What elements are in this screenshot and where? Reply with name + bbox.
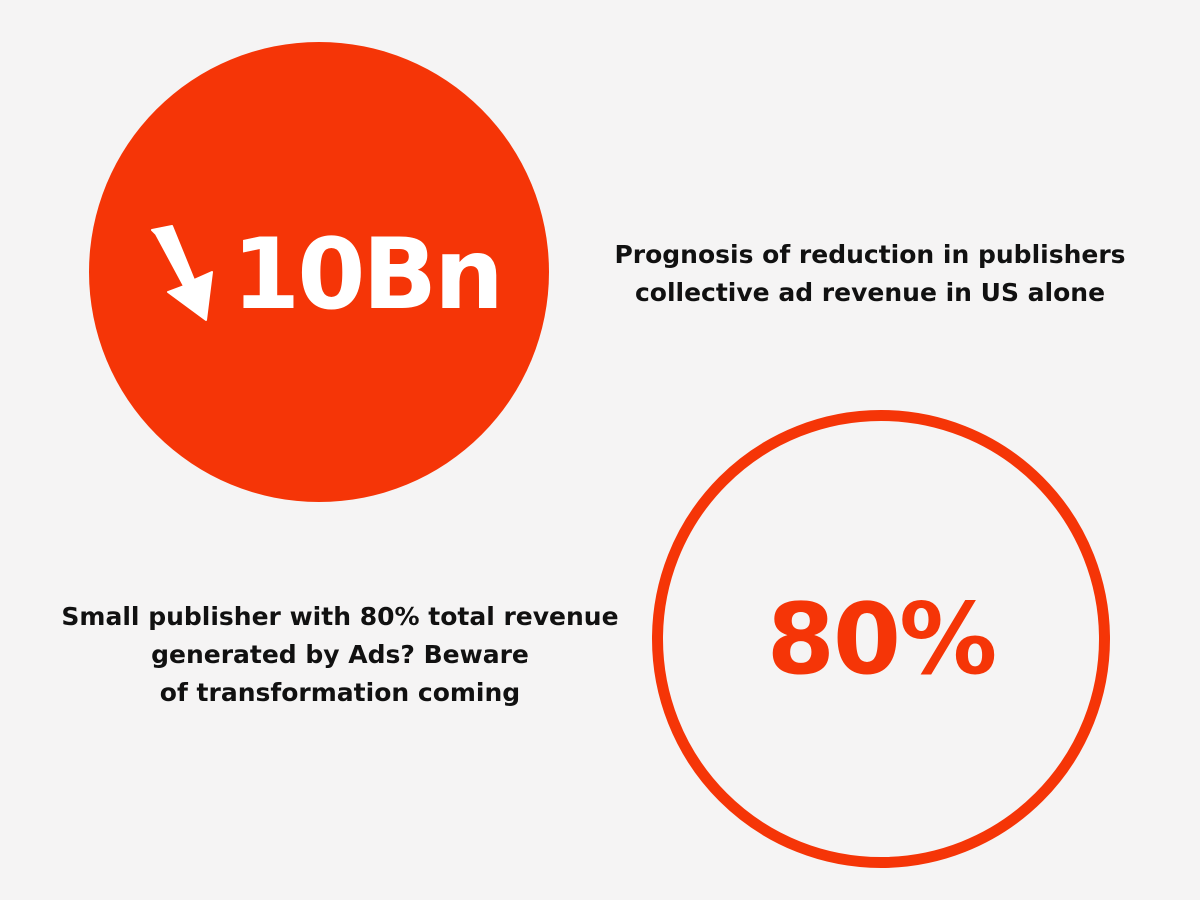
stat-caption-top: Prognosis of reduction in publishers col… xyxy=(614,240,1126,307)
stat-circle-outline xyxy=(652,410,1110,868)
stat-value-10bn: 10Bn xyxy=(232,218,504,332)
stat-circle-filled xyxy=(89,42,549,502)
stat-value-80-percent: 80% xyxy=(766,583,998,697)
stat-caption-bottom: Small publisher with 80% total revenue g… xyxy=(61,602,619,707)
down-arrow-icon xyxy=(151,225,213,321)
